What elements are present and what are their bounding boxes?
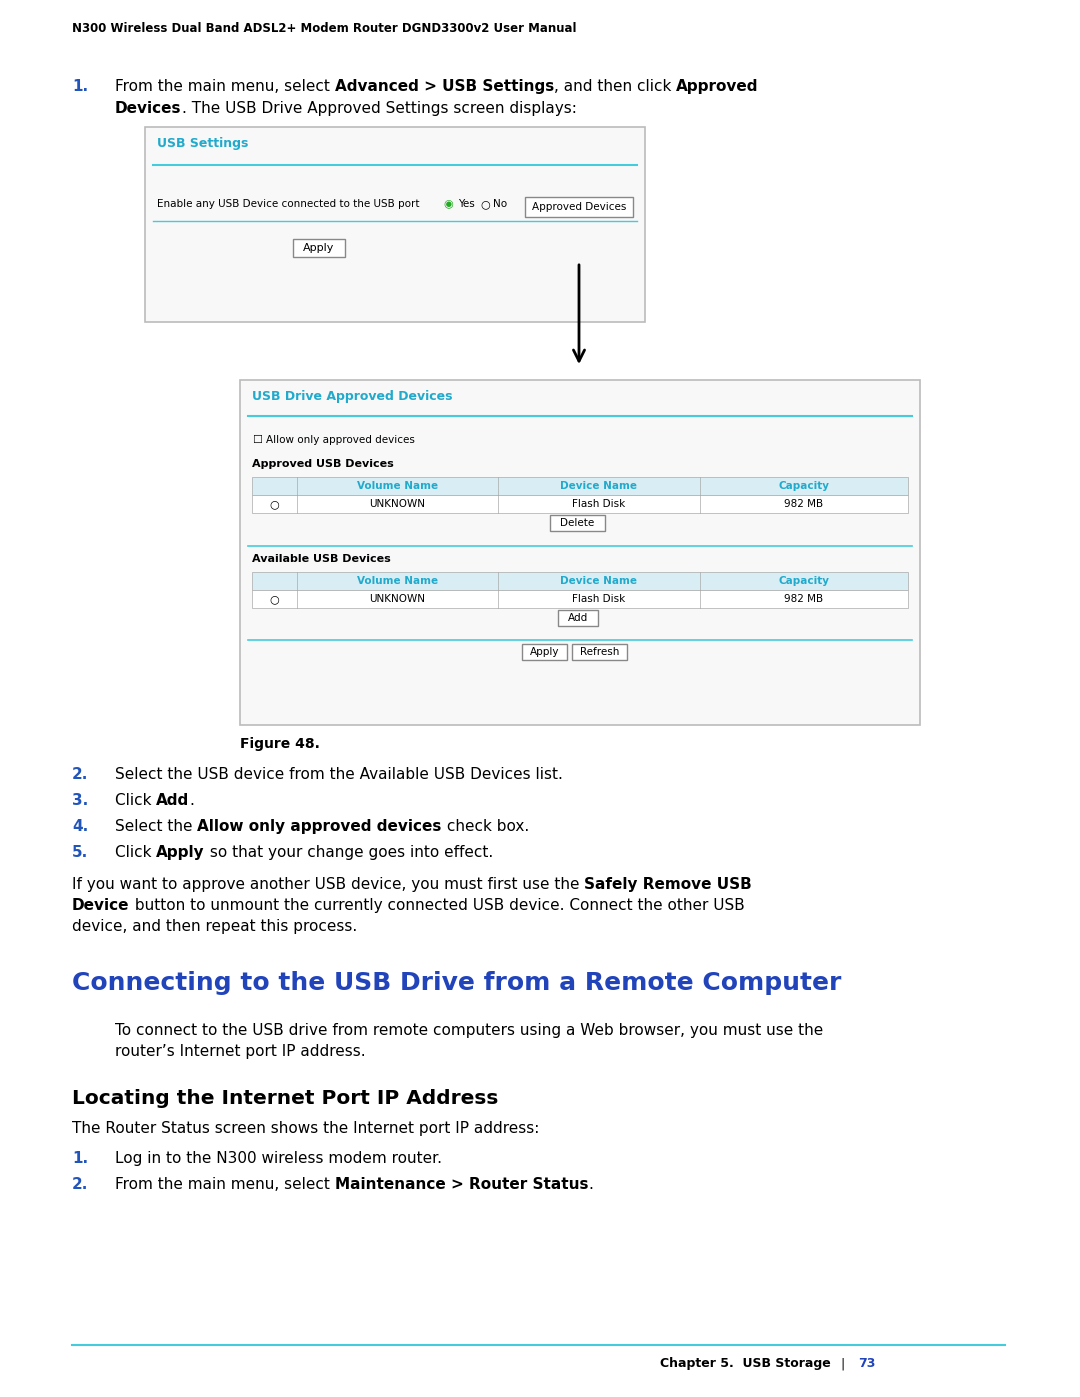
Text: Volume Name: Volume Name bbox=[356, 481, 438, 490]
Text: Select the: Select the bbox=[114, 819, 198, 834]
Text: Refresh: Refresh bbox=[580, 647, 619, 657]
Text: .: . bbox=[589, 1178, 593, 1192]
Bar bbox=[522, 644, 567, 659]
Text: Device Name: Device Name bbox=[561, 576, 637, 585]
Text: Available USB Devices: Available USB Devices bbox=[252, 555, 391, 564]
Bar bbox=[252, 571, 908, 590]
Text: ○: ○ bbox=[270, 499, 280, 509]
Text: 2.: 2. bbox=[72, 767, 89, 782]
Bar bbox=[550, 515, 605, 531]
Text: Maintenance > Router Status: Maintenance > Router Status bbox=[335, 1178, 589, 1192]
Text: Locating the Internet Port IP Address: Locating the Internet Port IP Address bbox=[72, 1090, 498, 1108]
Text: Device Name: Device Name bbox=[561, 481, 637, 490]
Text: Enable any USB Device connected to the USB port: Enable any USB Device connected to the U… bbox=[157, 198, 419, 210]
Text: 3.: 3. bbox=[72, 793, 89, 807]
Bar bbox=[525, 197, 633, 217]
Bar bbox=[572, 644, 627, 659]
Text: router’s Internet port IP address.: router’s Internet port IP address. bbox=[114, 1044, 366, 1059]
Text: Flash Disk: Flash Disk bbox=[572, 594, 625, 604]
Text: Allow only approved devices: Allow only approved devices bbox=[198, 819, 442, 834]
Text: Connecting to the USB Drive from a Remote Computer: Connecting to the USB Drive from a Remot… bbox=[72, 971, 841, 995]
Bar bbox=[252, 476, 908, 495]
Text: Approved: Approved bbox=[676, 80, 759, 94]
Text: To connect to the USB drive from remote computers using a Web browser, you must : To connect to the USB drive from remote … bbox=[114, 1023, 823, 1038]
Text: Devices: Devices bbox=[114, 101, 181, 116]
Text: Chapter 5.  USB Storage: Chapter 5. USB Storage bbox=[660, 1356, 831, 1370]
Bar bbox=[293, 239, 345, 257]
Text: USB Settings: USB Settings bbox=[157, 137, 248, 149]
Text: 982 MB: 982 MB bbox=[784, 499, 824, 509]
Text: 73: 73 bbox=[858, 1356, 876, 1370]
Bar bbox=[240, 380, 920, 725]
Text: No: No bbox=[492, 198, 508, 210]
Text: Capacity: Capacity bbox=[779, 481, 829, 490]
Text: 1.: 1. bbox=[72, 1151, 89, 1166]
Text: 1.: 1. bbox=[72, 80, 89, 94]
Text: Add: Add bbox=[568, 613, 589, 623]
Text: ○: ○ bbox=[270, 594, 280, 604]
Bar bbox=[145, 127, 645, 321]
Text: Approved USB Devices: Approved USB Devices bbox=[252, 460, 394, 469]
Text: Flash Disk: Flash Disk bbox=[572, 499, 625, 509]
Text: 4.: 4. bbox=[72, 819, 89, 834]
Text: device, and then repeat this process.: device, and then repeat this process. bbox=[72, 919, 357, 935]
Text: Apply: Apply bbox=[530, 647, 559, 657]
Text: ☐: ☐ bbox=[252, 434, 262, 446]
Bar bbox=[252, 495, 908, 513]
Text: Capacity: Capacity bbox=[779, 576, 829, 585]
Text: Allow only approved devices: Allow only approved devices bbox=[266, 434, 415, 446]
Text: 982 MB: 982 MB bbox=[784, 594, 824, 604]
Text: Click: Click bbox=[114, 793, 157, 807]
Text: ○: ○ bbox=[480, 198, 489, 210]
Text: Apply: Apply bbox=[157, 845, 205, 861]
Text: UNKNOWN: UNKNOWN bbox=[369, 594, 426, 604]
Text: The Router Status screen shows the Internet port IP address:: The Router Status screen shows the Inter… bbox=[72, 1120, 539, 1136]
Text: check box.: check box. bbox=[442, 819, 529, 834]
Text: Delete: Delete bbox=[561, 518, 595, 528]
Text: If you want to approve another USB device, you must first use the: If you want to approve another USB devic… bbox=[72, 877, 584, 893]
Bar bbox=[558, 610, 598, 626]
Text: UNKNOWN: UNKNOWN bbox=[369, 499, 426, 509]
Text: 5.: 5. bbox=[72, 845, 89, 861]
Text: From the main menu, select: From the main menu, select bbox=[114, 80, 335, 94]
Text: ◉: ◉ bbox=[443, 198, 453, 210]
Text: Volume Name: Volume Name bbox=[356, 576, 438, 585]
Text: Add: Add bbox=[157, 793, 190, 807]
Text: Advanced > USB Settings: Advanced > USB Settings bbox=[335, 80, 554, 94]
Text: USB Drive Approved Devices: USB Drive Approved Devices bbox=[252, 390, 453, 402]
Text: Approved Devices: Approved Devices bbox=[531, 203, 626, 212]
Text: Log in to the N300 wireless modem router.: Log in to the N300 wireless modem router… bbox=[114, 1151, 442, 1166]
Text: .: . bbox=[190, 793, 194, 807]
Text: Device: Device bbox=[72, 898, 130, 914]
Text: Yes: Yes bbox=[458, 198, 475, 210]
Text: button to unmount the currently connected USB device. Connect the other USB: button to unmount the currently connecte… bbox=[130, 898, 744, 914]
Text: From the main menu, select: From the main menu, select bbox=[114, 1178, 335, 1192]
Text: Click: Click bbox=[114, 845, 157, 861]
Text: 2.: 2. bbox=[72, 1178, 89, 1192]
Text: Apply: Apply bbox=[303, 243, 335, 253]
Text: N300 Wireless Dual Band ADSL2+ Modem Router DGND3300v2 User Manual: N300 Wireless Dual Band ADSL2+ Modem Rou… bbox=[72, 22, 577, 35]
Text: Select the USB device from the Available USB Devices list.: Select the USB device from the Available… bbox=[114, 767, 563, 782]
Text: |: | bbox=[840, 1356, 845, 1370]
Text: . The USB Drive Approved Settings screen displays:: . The USB Drive Approved Settings screen… bbox=[181, 101, 577, 116]
Text: Figure 48.: Figure 48. bbox=[240, 738, 320, 752]
Text: so that your change goes into effect.: so that your change goes into effect. bbox=[205, 845, 494, 861]
Text: , and then click: , and then click bbox=[554, 80, 676, 94]
Text: Safely Remove USB: Safely Remove USB bbox=[584, 877, 752, 893]
Bar bbox=[252, 590, 908, 608]
